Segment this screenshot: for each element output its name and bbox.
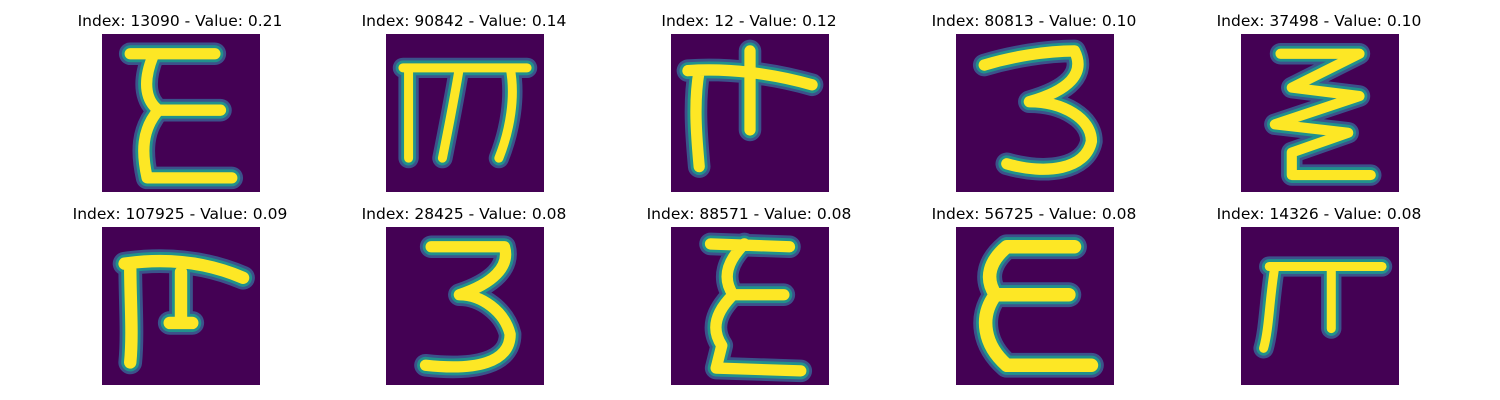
sample-title: Index: 12 - Value: 0.12 (661, 12, 837, 30)
sample-tile: Index: 28425 - Value: 0.08 (314, 193, 614, 385)
glyph-image (671, 34, 829, 192)
glyph-image (956, 34, 1114, 192)
sample-tile: Index: 90842 - Value: 0.14 (314, 0, 614, 192)
glyph-image (102, 34, 260, 192)
glyph-image (1241, 227, 1399, 385)
sample-tile: Index: 56725 - Value: 0.08 (884, 193, 1184, 385)
sample-title: Index: 90842 - Value: 0.14 (361, 12, 567, 30)
sample-tile: Index: 12 - Value: 0.12 (599, 0, 899, 192)
sample-title: Index: 37498 - Value: 0.10 (1216, 12, 1422, 30)
glyph-image (386, 227, 544, 385)
sample-title: Index: 14326 - Value: 0.08 (1216, 205, 1422, 223)
glyph-image (1241, 34, 1399, 192)
sample-tile: Index: 88571 - Value: 0.08 (599, 193, 899, 385)
glyph-image (956, 227, 1114, 385)
sample-tile: Index: 107925 - Value: 0.09 (30, 193, 330, 385)
sample-tile: Index: 80813 - Value: 0.10 (884, 0, 1184, 192)
sample-tile: Index: 13090 - Value: 0.21 (30, 0, 330, 192)
glyph-image (386, 34, 544, 192)
glyph-image (671, 227, 829, 385)
sample-title: Index: 80813 - Value: 0.10 (931, 12, 1137, 30)
sample-tile: Index: 14326 - Value: 0.08 (1169, 193, 1469, 385)
sample-title: Index: 13090 - Value: 0.21 (77, 12, 283, 30)
sample-tile: Index: 37498 - Value: 0.10 (1169, 0, 1469, 192)
glyph-image (102, 227, 260, 385)
sample-title: Index: 28425 - Value: 0.08 (361, 205, 567, 223)
sample-title: Index: 88571 - Value: 0.08 (646, 205, 852, 223)
sample-title: Index: 56725 - Value: 0.08 (931, 205, 1137, 223)
sample-title: Index: 107925 - Value: 0.09 (72, 205, 288, 223)
